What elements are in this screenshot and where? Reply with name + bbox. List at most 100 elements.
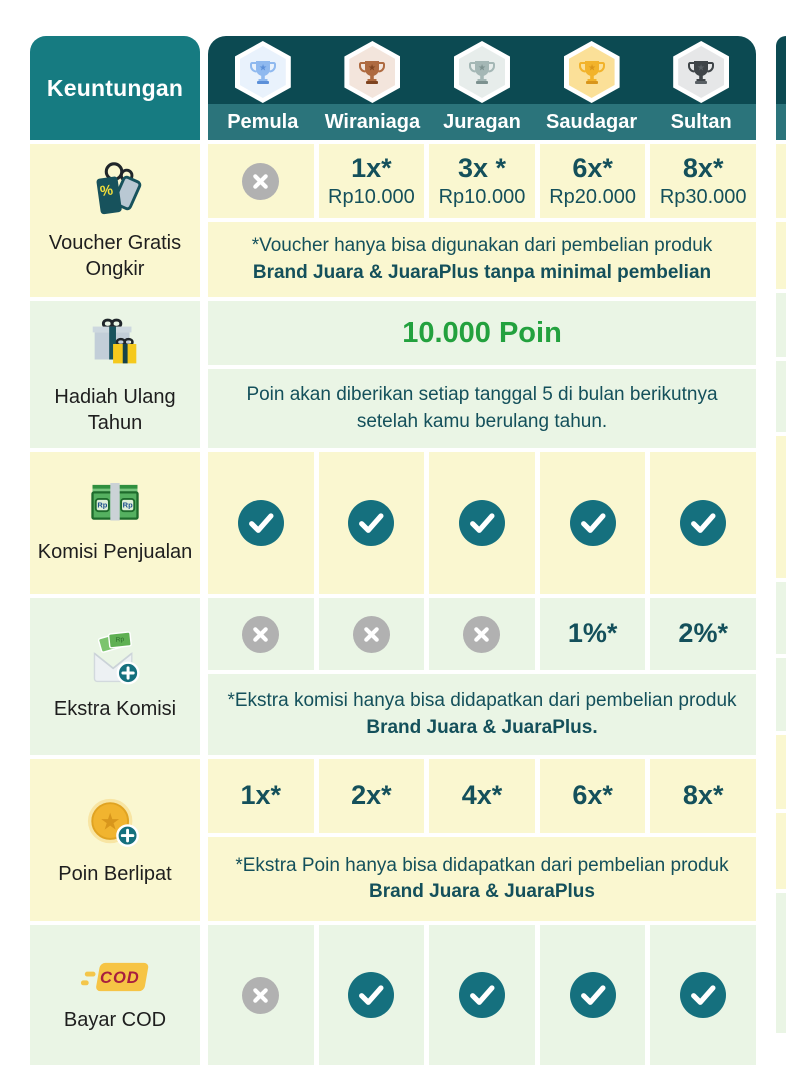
check-icon xyxy=(237,500,284,546)
benefit-rows: % Voucher Gratis Ongkir 1x* Rp10.000 3x * Rp… xyxy=(30,144,756,1065)
note-cell-poin-berlipat: *Ekstra Poin hanya bisa didapatkan dari … xyxy=(208,837,756,921)
value-cell-poin-berlipat-pemula: 1x* xyxy=(208,759,314,833)
value-cell-voucher-gratis-ongkir-pemula xyxy=(208,144,314,218)
value-cell-voucher-gratis-ongkir-sultan: 8x* Rp30.000 xyxy=(650,144,756,218)
svg-text:COD: COD xyxy=(100,968,140,987)
tier-badge-wiraniaga: ★ xyxy=(344,41,401,103)
row-content-poin-berlipat: 1x* 2x* 4x* 6x* 8x* *Ekstra Poin hanya bisa d… xyxy=(208,759,756,921)
tier-label: Juragan xyxy=(443,111,521,133)
value-main: 8x* xyxy=(682,153,724,184)
check-icon xyxy=(458,500,505,546)
benefit-row-ekstra-komisi: Rp Ekstra Komisi 1%* 2%* *Ekstra komisi han… xyxy=(30,598,756,755)
tier-header-row: ★ Pemula ★ Wiraniaga ★ Juragan ★ Saudaga… xyxy=(208,36,756,140)
trophy-icon: ★ xyxy=(568,46,615,98)
peek-row-bayar-cod xyxy=(776,893,786,1033)
peek-row-poin-berlipat xyxy=(776,735,786,889)
value-sub: Rp20.000 xyxy=(549,185,636,208)
benefit-row-bayar-cod: COD Bayar COD xyxy=(30,925,756,1065)
peek-block xyxy=(776,658,786,731)
benefits-table[interactable]: Keuntungan ★ Pemula ★ Wiraniaga ★ Juraga… xyxy=(30,36,756,1069)
value-cell-komisi-penjualan-pemula xyxy=(208,452,314,594)
note-normal: *Ekstra Poin hanya bisa didapatkan dari … xyxy=(235,854,729,876)
tier-column-juragan: ★ Juragan xyxy=(427,36,537,140)
note-normal: Poin akan diberikan setiap tanggal 5 di … xyxy=(246,384,718,432)
benefit-label-cell-hadiah-ulang-tahun: Hadiah Ulang Tahun xyxy=(30,301,200,448)
next-card-peek xyxy=(776,36,786,1037)
x-icon xyxy=(242,615,280,653)
voucher-tags-icon: % xyxy=(84,159,146,221)
benefit-label-cell-komisi-penjualan: Rp Rp Komisi Penjualan xyxy=(30,452,200,594)
check-icon xyxy=(348,500,395,546)
trophy-icon: ★ xyxy=(239,46,286,98)
row-content-komisi-penjualan xyxy=(208,452,756,594)
note-cell-hadiah-ulang-tahun: Poin akan diberikan setiap tanggal 5 di … xyxy=(208,369,756,448)
note-text: *Voucher hanya bisa digunakan dari pembe… xyxy=(224,233,740,285)
value-main: 1x* xyxy=(240,780,282,811)
value-cell-voucher-gratis-ongkir-saudagar: 6x* Rp20.000 xyxy=(539,144,646,218)
tier-badge-saudagar: ★ xyxy=(563,41,620,103)
benefit-row-poin-berlipat: ★ Poin Berlipat 1x* 2x* 4x* 6x* 8x* *Ekstra Po… xyxy=(30,759,756,921)
benefit-row-voucher-gratis-ongkir: % Voucher Gratis Ongkir 1x* Rp10.000 3x * Rp… xyxy=(30,144,756,297)
value-main: 2%* xyxy=(678,618,728,649)
value-sub: Rp10.000 xyxy=(438,185,526,208)
check-icon xyxy=(569,972,616,1018)
tier-label: Pemula xyxy=(227,111,299,133)
benefit-label: Voucher Gratis Ongkir xyxy=(48,232,182,280)
tier-column-saudagar: ★ Saudagar xyxy=(537,36,647,140)
peek-block xyxy=(776,293,786,357)
check-icon xyxy=(458,972,505,1018)
note-normal: *Ekstra komisi hanya bisa didapatkan dar… xyxy=(227,690,737,712)
svg-text:Rp: Rp xyxy=(115,636,124,644)
check-icon xyxy=(680,972,727,1018)
trophy-icon: ★ xyxy=(349,46,396,98)
value-cell-komisi-penjualan-saudagar xyxy=(539,452,646,594)
value-cell-ekstra-komisi-sultan: 2%* xyxy=(650,598,756,670)
peek-row-voucher-gratis-ongkir xyxy=(776,144,786,289)
benefit-row-hadiah-ulang-tahun: Hadiah Ulang Tahun 10.000 Poin Poin akan d… xyxy=(30,301,756,448)
value-cell-komisi-penjualan-juragan xyxy=(429,452,535,594)
value-main: 3x * xyxy=(457,153,507,184)
values-row-bayar-cod xyxy=(208,925,756,1065)
svg-text:★: ★ xyxy=(368,63,376,73)
svg-text:★: ★ xyxy=(697,63,705,73)
note-cell-voucher-gratis-ongkir: *Voucher hanya bisa digunakan dari pembe… xyxy=(208,222,756,297)
x-icon xyxy=(463,615,501,653)
coin-plus-icon: ★ xyxy=(84,794,146,852)
value-main: 1%* xyxy=(567,618,618,649)
note-bold: Brand Juara & JuaraPlus xyxy=(369,881,595,902)
peek-row-ekstra-komisi xyxy=(776,582,786,731)
benefit-label: Ekstra Komisi xyxy=(53,698,177,720)
row-content-hadiah-ulang-tahun: 10.000 Poin Poin akan diberikan setiap ta… xyxy=(208,301,756,448)
value-cell-poin-berlipat-juragan: 4x* xyxy=(429,759,535,833)
svg-text:★: ★ xyxy=(478,63,486,73)
value-main: 1x* xyxy=(351,153,392,184)
svg-text:★: ★ xyxy=(100,808,121,834)
highlight-value: 10.000 Poin xyxy=(402,316,562,349)
tier-label: Saudagar xyxy=(546,111,638,133)
values-row-voucher-gratis-ongkir: 1x* Rp10.000 3x * Rp10.000 6x* Rp20.000 8x* Rp3… xyxy=(208,144,756,218)
benefit-label: Poin Berlipat xyxy=(58,862,172,885)
tier-column-pemula: ★ Pemula xyxy=(208,36,318,140)
value-cell-bayar-cod-juragan xyxy=(429,925,535,1065)
row-content-bayar-cod xyxy=(208,925,756,1065)
svg-text:Rp: Rp xyxy=(123,501,133,510)
value-cell-komisi-penjualan-wiraniaga xyxy=(318,452,425,594)
note-bold: Brand Juara & JuaraPlus tanpa minimal pe… xyxy=(252,261,712,283)
benefit-label: Hadiah Ulang Tahun xyxy=(54,386,176,434)
value-cell-ekstra-komisi-wiraniaga xyxy=(318,598,425,670)
value-cell-ekstra-komisi-saudagar: 1%* xyxy=(539,598,646,670)
note-text: *Ekstra komisi hanya bisa didapatkan dar… xyxy=(224,688,740,740)
value-cell-poin-berlipat-wiraniaga: 2x* xyxy=(318,759,425,833)
values-row-ekstra-komisi: 1%* 2%* xyxy=(208,598,756,670)
benefit-label: Bayar COD xyxy=(63,1009,167,1031)
benefit-label-cell-ekstra-komisi: Rp Ekstra Komisi xyxy=(30,598,200,755)
peek-block xyxy=(776,735,786,809)
value-main: 6x* xyxy=(572,780,613,811)
peek-row-komisi-penjualan xyxy=(776,436,786,578)
value-sub: Rp10.000 xyxy=(328,185,415,208)
peek-header xyxy=(776,36,786,140)
check-icon xyxy=(569,500,616,546)
x-icon xyxy=(352,615,390,653)
benefit-label-cell-poin-berlipat: ★ Poin Berlipat xyxy=(30,759,200,921)
svg-text:★: ★ xyxy=(588,63,596,73)
